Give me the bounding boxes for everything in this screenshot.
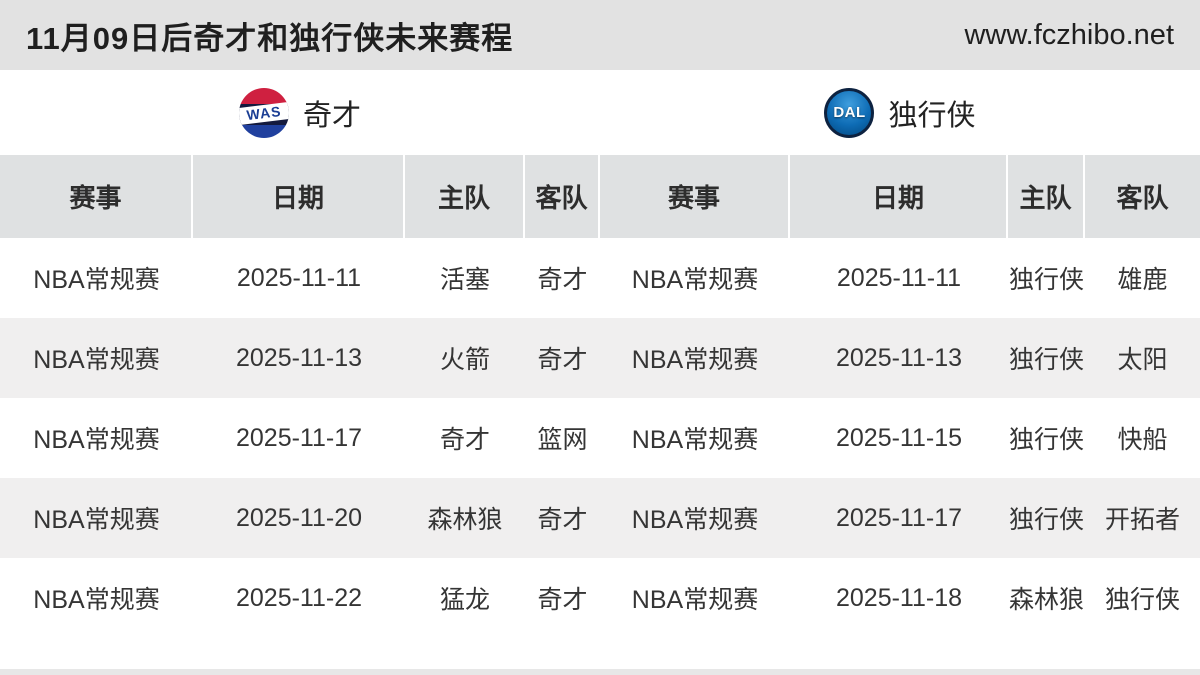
cell-home-team: 独行侠 xyxy=(1008,346,1084,374)
row-left: NBA常规赛 2025-11-22 猛龙 奇才 xyxy=(0,558,600,638)
cell-home-team: 火箭 xyxy=(439,346,490,374)
cell-date: 2025-11-11 xyxy=(836,263,962,292)
page-title: 11月09日后奇才和独行侠未来赛程 xyxy=(26,20,514,56)
column-header-away: 客队 xyxy=(1085,155,1200,238)
cell-away-team: 奇才 xyxy=(537,506,588,534)
cell-away-team: 太阳 xyxy=(1117,346,1168,374)
table-header-left: 赛事 日期 主队 客队 xyxy=(0,155,600,238)
cell-date: 2025-11-18 xyxy=(835,583,963,612)
cell-away-team: 奇才 xyxy=(537,346,588,374)
cell-date: 2025-11-22 xyxy=(235,583,363,612)
cell-event: NBA常规赛 xyxy=(631,426,759,454)
table-header-right: 赛事 日期 主队 客队 xyxy=(600,155,1200,238)
cell-date: 2025-11-20 xyxy=(235,503,363,532)
column-header-date: 日期 xyxy=(193,155,405,238)
cell-event: NBA常规赛 xyxy=(631,506,759,534)
site-url[interactable]: www.fczhibo.net xyxy=(964,18,1174,51)
row-right: NBA常规赛 2025-11-11 独行侠 雄鹿 xyxy=(600,238,1200,318)
cell-home-team: 森林狼 xyxy=(427,506,503,534)
cell-event: NBA常规赛 xyxy=(33,506,160,534)
footer-bar xyxy=(0,669,1200,675)
cell-away-team: 开拓者 xyxy=(1104,506,1180,534)
cell-away-team: 奇才 xyxy=(537,266,588,294)
row-right: NBA常规赛 2025-11-15 独行侠 快船 xyxy=(600,398,1200,478)
team-header-mavericks[interactable]: DAL 独行侠 xyxy=(600,70,1200,155)
team-name-wizards: 奇才 xyxy=(302,99,361,132)
row-right: NBA常规赛 2025-11-17 独行侠 开拓者 xyxy=(600,478,1200,558)
row-left: NBA常规赛 2025-11-17 奇才 篮网 xyxy=(0,398,600,478)
cell-away-team: 快船 xyxy=(1117,426,1168,454)
row-right: NBA常规赛 2025-11-18 森林狼 独行侠 xyxy=(600,558,1200,638)
table-row: NBA常规赛 2025-11-13 火箭 奇才 NBA常规赛 2025-11-1… xyxy=(0,318,1200,398)
table-row: NBA常规赛 2025-11-17 奇才 篮网 NBA常规赛 2025-11-1… xyxy=(0,398,1200,478)
row-left: NBA常规赛 2025-11-11 活塞 奇才 xyxy=(0,238,600,318)
cell-home-team: 猛龙 xyxy=(439,586,490,614)
teams-row: WAS 奇才 DAL 独行侠 xyxy=(0,70,1200,155)
column-header-date: 日期 xyxy=(790,155,1008,238)
team-name-mavericks: 独行侠 xyxy=(888,99,976,132)
wizards-logo-icon: WAS xyxy=(238,87,289,138)
cell-away-team: 篮网 xyxy=(537,426,588,454)
cell-date: 2025-11-15 xyxy=(835,423,963,452)
mavericks-logo-abbr: DAL xyxy=(833,104,866,121)
table-row: NBA常规赛 2025-11-11 活塞 奇才 NBA常规赛 2025-11-1… xyxy=(0,238,1200,318)
row-left: NBA常规赛 2025-11-20 森林狼 奇才 xyxy=(0,478,600,558)
column-header-event: 赛事 xyxy=(600,155,790,238)
cell-home-team: 独行侠 xyxy=(1008,506,1084,534)
table-header: 赛事 日期 主队 客队 赛事 日期 主队 客队 xyxy=(0,155,1200,238)
cell-home-team: 森林狼 xyxy=(1008,586,1084,614)
wizards-logo-abbr: WAS xyxy=(238,100,289,126)
cell-home-team: 独行侠 xyxy=(1008,266,1084,294)
mavericks-logo-icon: DAL xyxy=(824,87,875,138)
cell-date: 2025-11-17 xyxy=(235,423,363,452)
cell-home-team: 独行侠 xyxy=(1008,426,1084,454)
column-header-event: 赛事 xyxy=(0,155,193,238)
cell-event: NBA常规赛 xyxy=(33,266,160,294)
cell-event: NBA常规赛 xyxy=(631,346,759,374)
cell-home-team: 奇才 xyxy=(439,426,490,454)
cell-date: 2025-11-11 xyxy=(236,263,362,292)
row-left: NBA常规赛 2025-11-13 火箭 奇才 xyxy=(0,318,600,398)
cell-away-team: 雄鹿 xyxy=(1117,266,1168,294)
column-header-away: 客队 xyxy=(525,155,600,238)
cell-event: NBA常规赛 xyxy=(33,346,160,374)
cell-away-team: 奇才 xyxy=(537,586,588,614)
cell-date: 2025-11-13 xyxy=(235,343,363,372)
column-header-home: 主队 xyxy=(405,155,525,238)
top-bar: 11月09日后奇才和独行侠未来赛程 www.fczhibo.net xyxy=(0,0,1200,70)
cell-date: 2025-11-13 xyxy=(835,343,963,372)
table-row: NBA常规赛 2025-11-22 猛龙 奇才 NBA常规赛 2025-11-1… xyxy=(0,558,1200,638)
cell-event: NBA常规赛 xyxy=(33,426,160,454)
cell-away-team: 独行侠 xyxy=(1104,586,1180,614)
cell-date: 2025-11-17 xyxy=(835,503,963,532)
cell-home-team: 活塞 xyxy=(439,266,490,294)
table-body: NBA常规赛 2025-11-11 活塞 奇才 NBA常规赛 2025-11-1… xyxy=(0,238,1200,638)
team-header-wizards[interactable]: WAS 奇才 xyxy=(0,70,600,155)
cell-event: NBA常规赛 xyxy=(631,266,759,294)
table-row: NBA常规赛 2025-11-20 森林狼 奇才 NBA常规赛 2025-11-… xyxy=(0,478,1200,558)
cell-event: NBA常规赛 xyxy=(631,586,759,614)
column-header-home: 主队 xyxy=(1008,155,1085,238)
row-right: NBA常规赛 2025-11-13 独行侠 太阳 xyxy=(600,318,1200,398)
cell-event: NBA常规赛 xyxy=(33,586,160,614)
